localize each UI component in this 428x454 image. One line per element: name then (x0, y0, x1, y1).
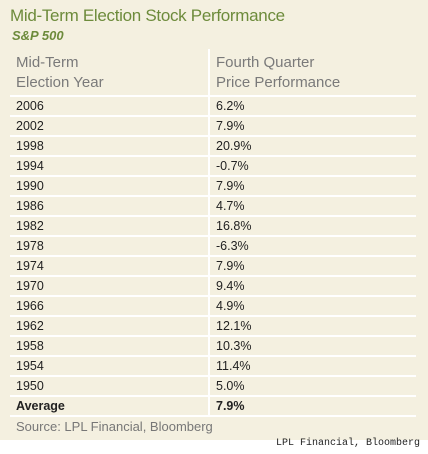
cell: 2006 (10, 96, 210, 117)
cell: 1970 (10, 276, 210, 297)
header-line: Election Year (16, 74, 104, 91)
cell: 4.9% (209, 296, 416, 317)
row: 2006 6.2% (10, 96, 416, 117)
row: 1990 7.9% (10, 176, 416, 197)
cell: 12.1% (209, 316, 416, 337)
cell: 16.8% (209, 216, 416, 237)
column-header: Mid-Term Election Year (10, 49, 210, 97)
cell: -6.3% (209, 236, 416, 257)
cell: -0.7% (209, 156, 416, 177)
row: 1962 12.1% (10, 316, 416, 337)
cell: 5.0% (209, 376, 416, 397)
row: 1978 -6.3% (10, 236, 416, 257)
cell: 2002 (10, 116, 210, 137)
row: 1994 -0.7% (10, 156, 416, 177)
cell: 1978 (10, 236, 210, 257)
row: 1974 7.9% (10, 256, 416, 277)
row: 1982 16.8% (10, 216, 416, 237)
panel: Mid-Term Election Stock Performance S&P … (0, 0, 428, 440)
cell: 10.3% (209, 336, 416, 357)
cell: 6.2% (209, 96, 416, 117)
header-line: Price Performance (216, 74, 341, 91)
header-row: Mid-Term Election Year Fourth Quarter Price… (10, 49, 416, 97)
cell: 1966 (10, 296, 210, 317)
source: Source: LPL Financial, Bloomberg (16, 419, 213, 434)
table: Mid-Term Election Year Fourth Quarter Price… (10, 49, 416, 417)
row: 1998 20.9% (10, 136, 416, 157)
cell: 1962 (10, 316, 210, 337)
cell: Average (10, 396, 210, 417)
cell: 1994 (10, 156, 210, 177)
row: 1970 9.4% (10, 276, 416, 297)
cell: 11.4% (209, 356, 416, 377)
title: Mid-Term Election Stock Performance (10, 6, 285, 25)
cell: 9.4% (209, 276, 416, 297)
column-header: Fourth Quarter Price Performance (209, 49, 416, 97)
cell: 20.9% (209, 136, 416, 157)
cell: 7.9% (209, 116, 416, 137)
subtitle: S&P 500 (12, 28, 64, 43)
cell: 1958 (10, 336, 210, 357)
row: 1950 5.0% (10, 376, 416, 397)
credit: LPL Financial, Bloomberg (275, 438, 420, 449)
row: 1958 10.3% (10, 336, 416, 357)
header-line: Fourth Quarter (216, 54, 315, 71)
cell: 4.7% (209, 196, 416, 217)
cell: 1974 (10, 256, 210, 277)
cell: 1982 (10, 216, 210, 237)
cell: 7.9% (209, 176, 416, 197)
cell: 7.9% (209, 256, 416, 277)
cell: 1950 (10, 376, 210, 397)
cell: 1986 (10, 196, 210, 217)
row: 1986 4.7% (10, 196, 416, 217)
average-row: Average 7.9% (10, 396, 416, 417)
row: 1954 11.4% (10, 356, 416, 377)
row: 1966 4.9% (10, 296, 416, 317)
cell: 1990 (10, 176, 210, 197)
cell: 1954 (10, 356, 210, 377)
cell: 1998 (10, 136, 210, 157)
header-line: Mid-Term (16, 54, 79, 71)
row: 2002 7.9% (10, 116, 416, 137)
cell: 7.9% (209, 396, 416, 417)
